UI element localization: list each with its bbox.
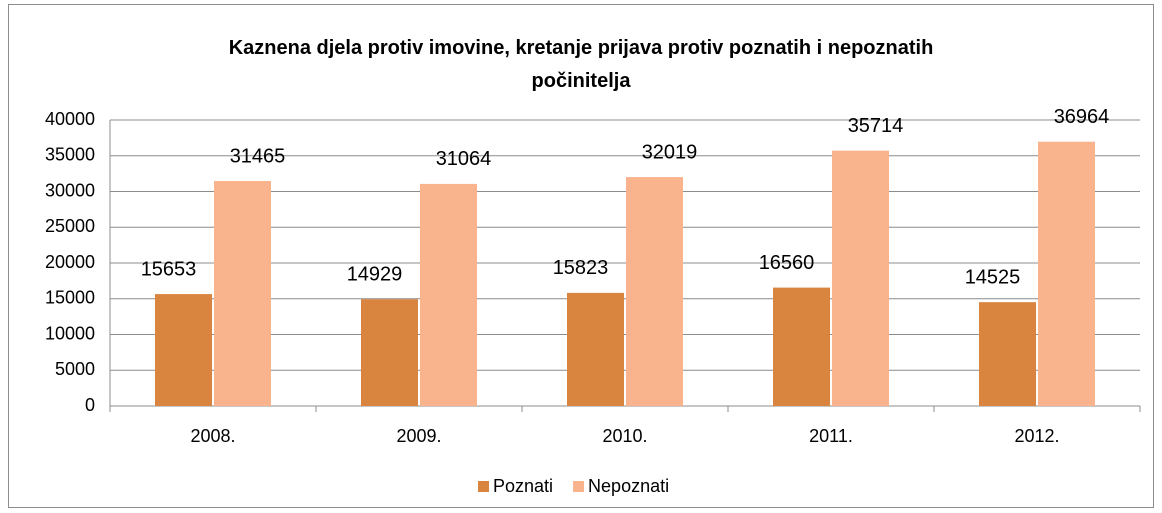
bar — [567, 292, 624, 406]
bar — [155, 294, 212, 406]
data-label: 15823 — [553, 257, 609, 279]
y-tick-label: 0 — [85, 395, 95, 415]
data-label: 14525 — [965, 266, 1021, 288]
y-tick-label: 15000 — [45, 288, 95, 308]
data-label: 14929 — [347, 264, 403, 286]
x-tick-label: 2011. — [809, 426, 853, 446]
legend-swatch — [573, 481, 585, 492]
y-tick-label: 10000 — [45, 323, 95, 343]
bar — [1038, 141, 1095, 406]
y-tick-label: 20000 — [45, 252, 95, 272]
bar — [979, 302, 1036, 406]
data-label: 31064 — [436, 148, 492, 170]
bar — [361, 299, 418, 406]
bar — [832, 150, 889, 406]
data-label: 15653 — [141, 258, 197, 280]
y-tick-label: 35000 — [45, 145, 95, 165]
chart-border — [8, 4, 1154, 508]
legend-label: Nepoznati — [588, 476, 669, 496]
x-tick-label: 2010. — [602, 426, 647, 446]
y-tick-label: 5000 — [55, 359, 95, 379]
data-label: 35714 — [848, 115, 904, 137]
legend-swatch — [478, 481, 489, 492]
x-tick-label: 2012. — [1014, 426, 1059, 446]
data-label: 16560 — [759, 252, 815, 274]
data-label: 32019 — [642, 141, 698, 163]
bar — [214, 181, 271, 406]
x-tick-label: 2008. — [190, 426, 235, 446]
bar — [773, 287, 830, 406]
y-tick-label: 40000 — [45, 109, 95, 129]
x-tick-label: 2009. — [396, 426, 441, 446]
legend-label: Poznati — [493, 476, 553, 496]
bar — [626, 177, 683, 406]
bar — [420, 183, 477, 406]
title-box: Kaznena djela protiv imovine, kretanje p… — [0, 32, 1162, 98]
y-tick-label: 25000 — [45, 216, 95, 236]
data-label: 36964 — [1054, 106, 1110, 128]
chart-title: Kaznena djela protiv imovine, kretanje p… — [228, 37, 934, 92]
data-label: 31465 — [230, 145, 286, 167]
y-tick-label: 30000 — [45, 180, 95, 200]
